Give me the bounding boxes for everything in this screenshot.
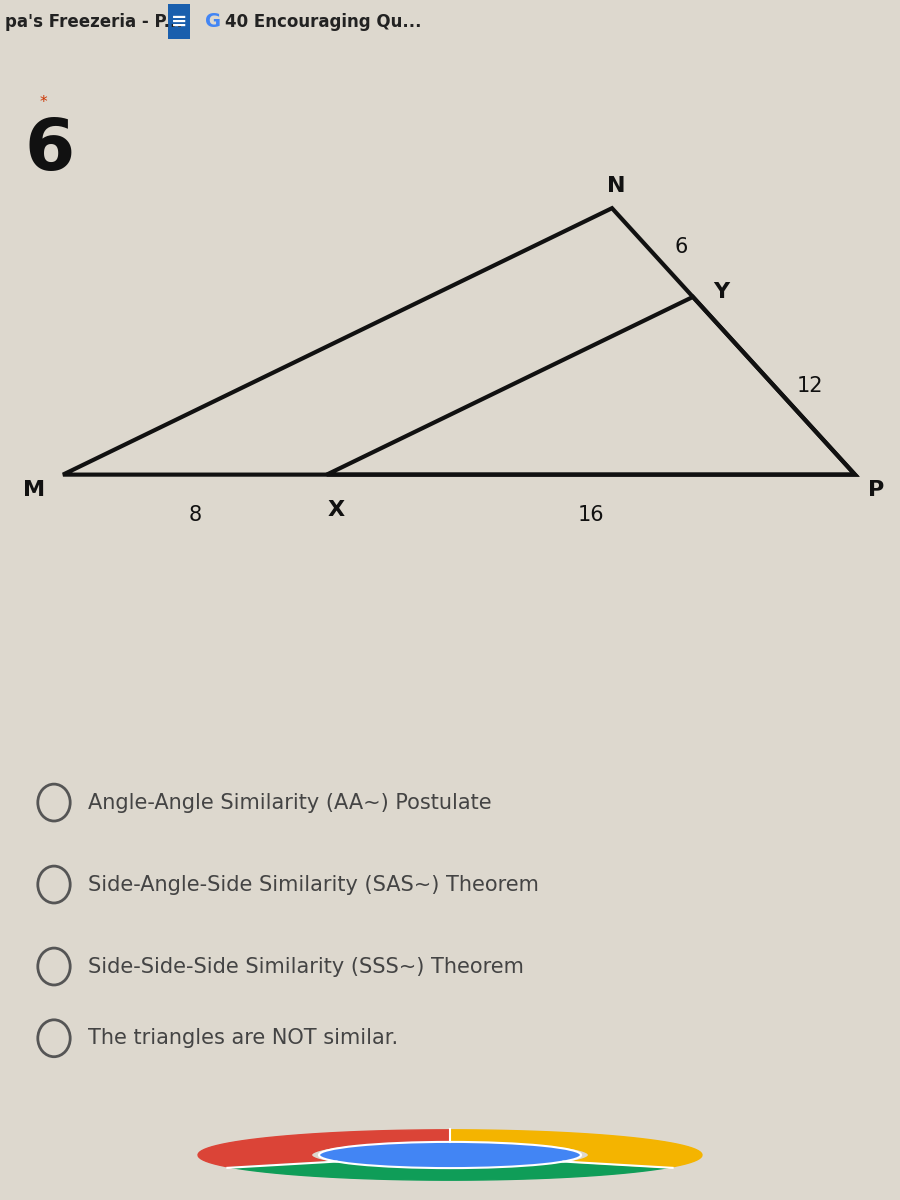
Text: Side-Side-Side Similarity (SSS~) Theorem: Side-Side-Side Similarity (SSS~) Theorem [88, 956, 524, 977]
Text: pa's Freezeria - P...: pa's Freezeria - P... [5, 12, 183, 30]
Text: N: N [608, 176, 625, 196]
Text: *: * [40, 96, 47, 110]
Text: 12: 12 [796, 376, 823, 396]
Text: 6: 6 [675, 238, 688, 258]
FancyBboxPatch shape [168, 5, 190, 38]
Text: Angle-Angle Similarity (AA~) Postulate: Angle-Angle Similarity (AA~) Postulate [88, 792, 491, 812]
Text: M: M [22, 480, 45, 499]
Text: X: X [328, 500, 345, 521]
Text: 16: 16 [578, 505, 604, 526]
Polygon shape [198, 1130, 450, 1168]
Text: 40 Encouraging Qu...: 40 Encouraging Qu... [225, 12, 421, 30]
Polygon shape [450, 1130, 702, 1168]
Text: ≡: ≡ [171, 12, 187, 31]
Polygon shape [232, 1162, 668, 1180]
Text: P: P [868, 480, 885, 499]
Text: G: G [205, 12, 221, 31]
Text: Y: Y [713, 282, 729, 301]
Circle shape [319, 1142, 581, 1168]
Text: 6: 6 [24, 116, 75, 185]
Text: Side-Angle-Side Similarity (SAS~) Theorem: Side-Angle-Side Similarity (SAS~) Theore… [88, 875, 539, 894]
Text: 8: 8 [188, 505, 202, 526]
Text: The triangles are NOT similar.: The triangles are NOT similar. [88, 1028, 399, 1049]
